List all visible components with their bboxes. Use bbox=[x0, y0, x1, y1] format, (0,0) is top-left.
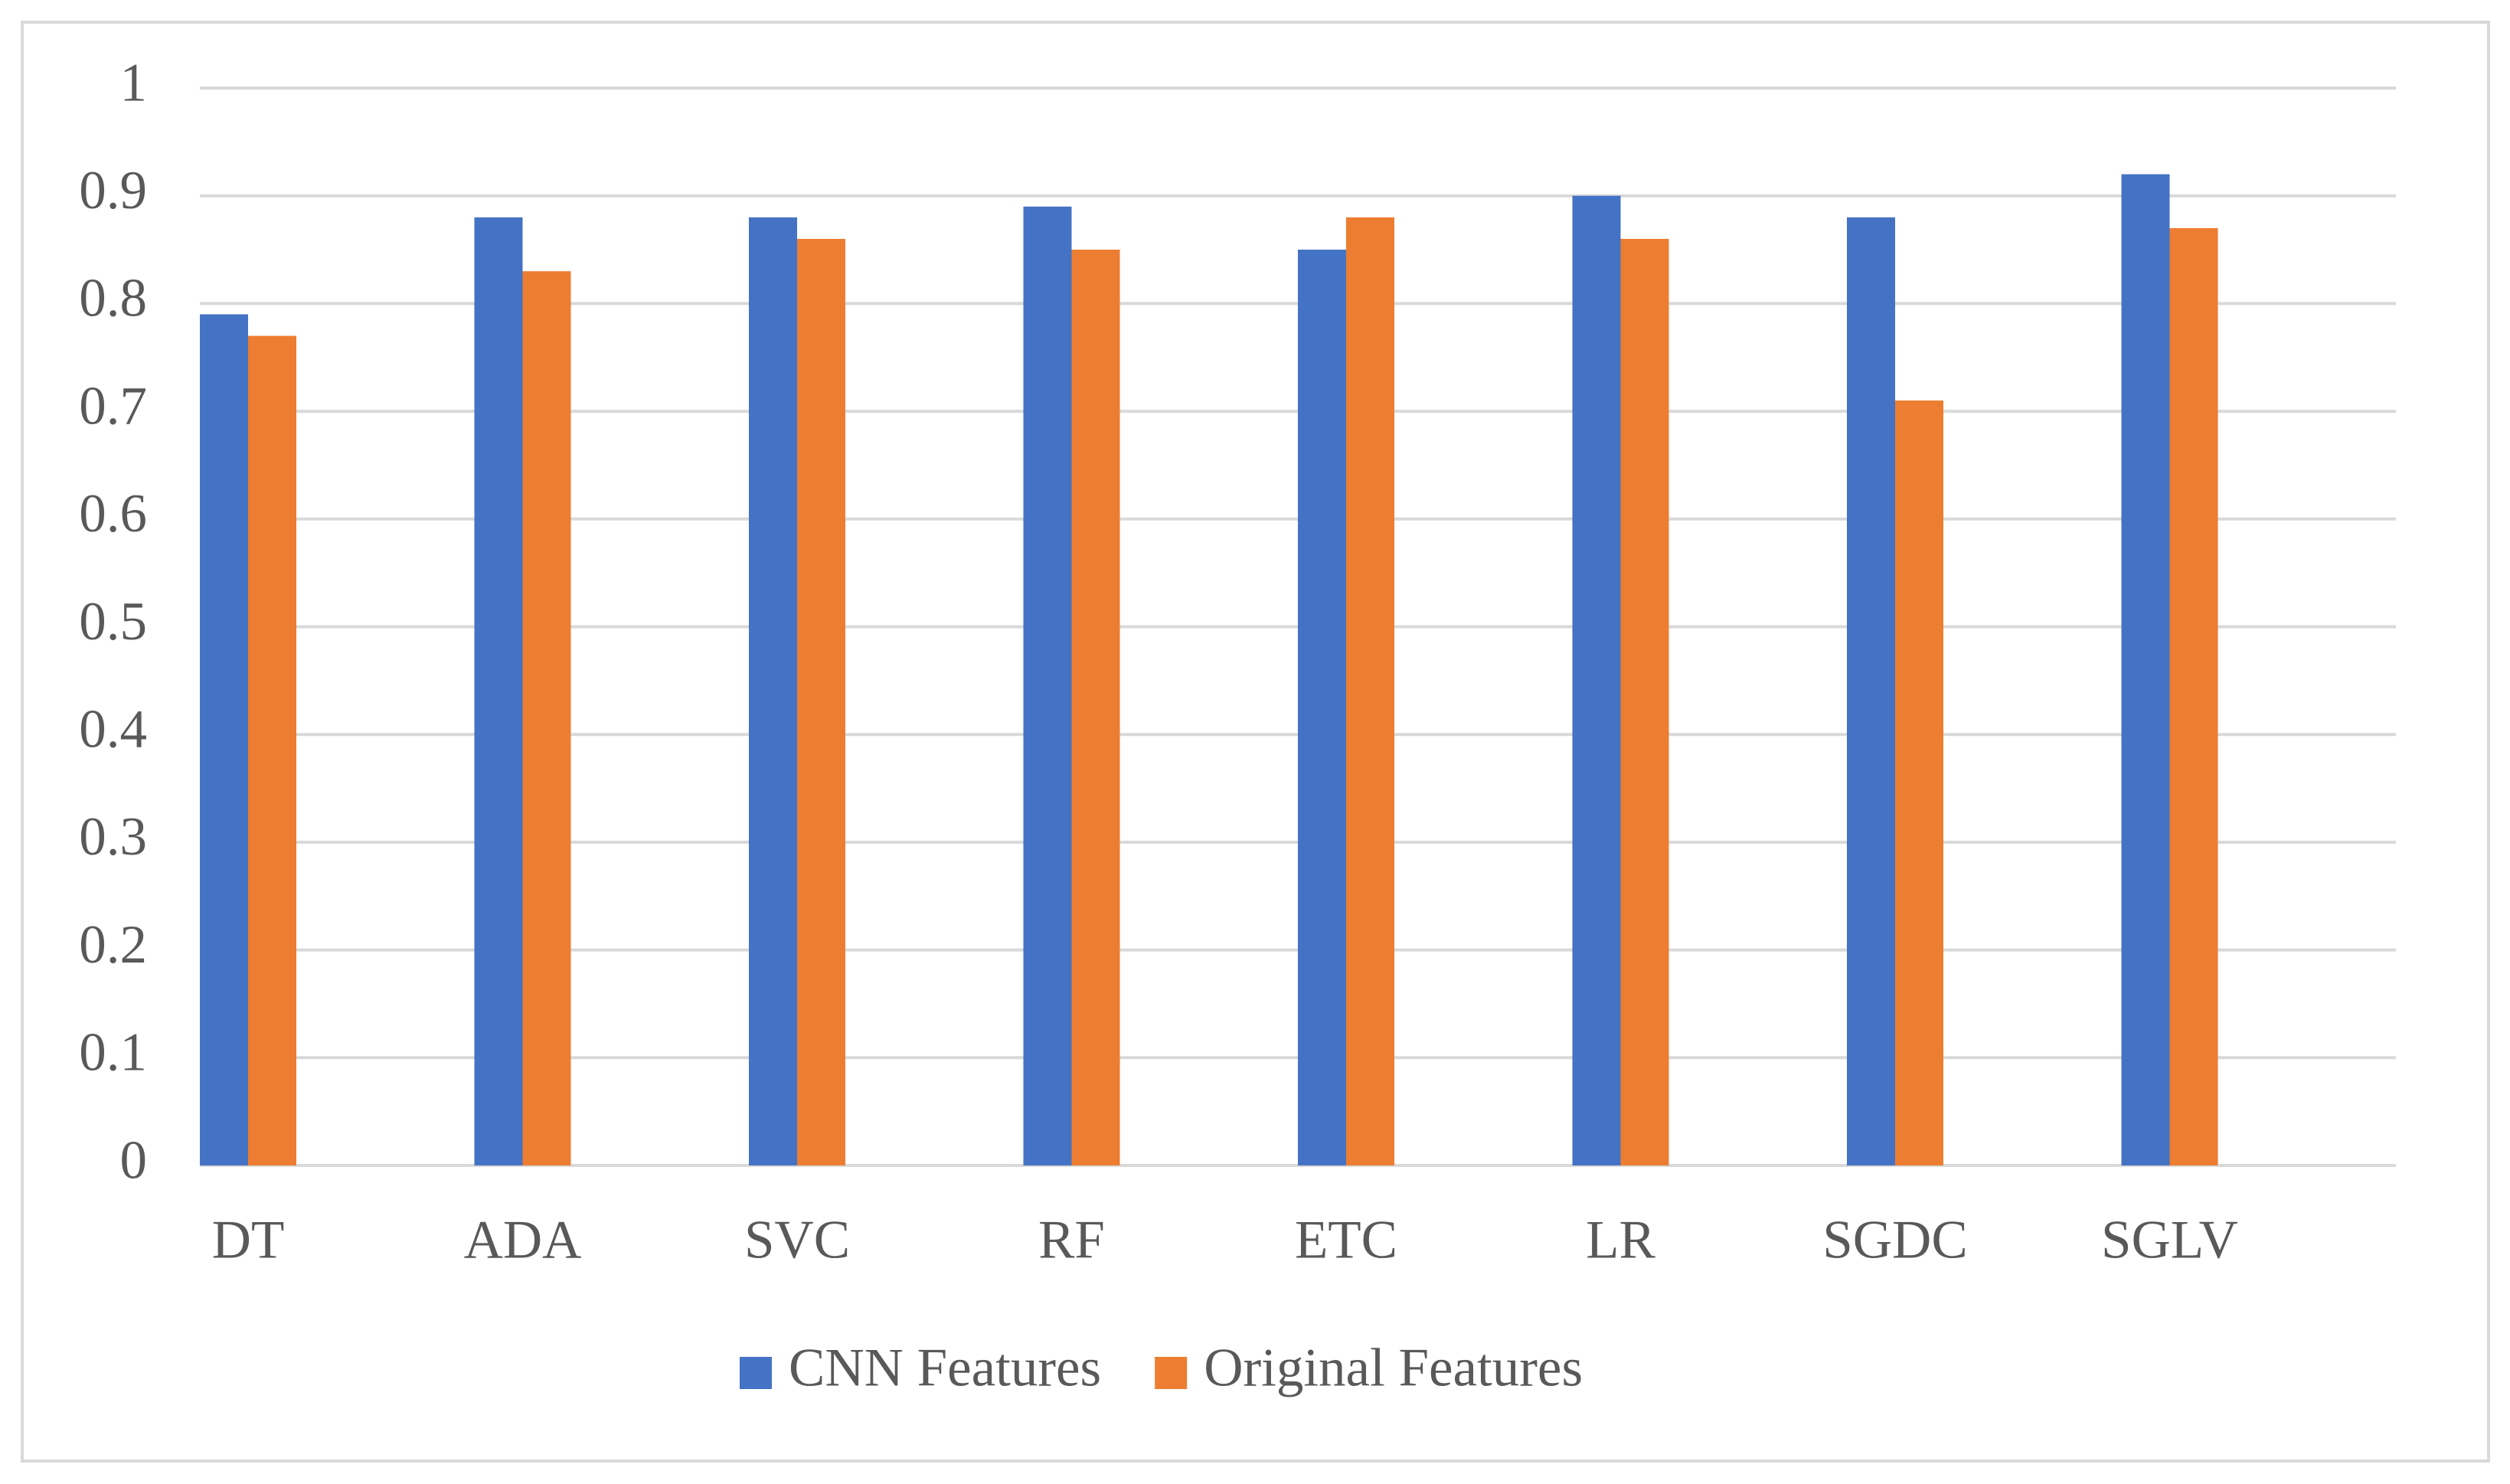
bar bbox=[797, 238, 845, 1166]
bar bbox=[1620, 238, 1669, 1166]
legend-swatch bbox=[740, 1357, 772, 1389]
y-tick-label: 0.4 bbox=[79, 699, 147, 759]
y-tick-label: 0.6 bbox=[79, 484, 147, 544]
bar bbox=[1572, 195, 1621, 1166]
x-tick-label: DT bbox=[212, 1210, 285, 1270]
bar bbox=[200, 314, 248, 1166]
bar bbox=[1298, 250, 1346, 1165]
y-tick-label: 0.3 bbox=[79, 807, 147, 867]
bar bbox=[1847, 217, 1895, 1166]
bar bbox=[1023, 206, 1072, 1165]
y-tick-label: 0.8 bbox=[79, 269, 147, 329]
x-tick-label: SVC bbox=[744, 1210, 850, 1270]
bar bbox=[1895, 400, 1943, 1165]
y-tick-label: 0.5 bbox=[79, 592, 147, 652]
y-tick-label: 0.1 bbox=[79, 1023, 147, 1083]
y-tick-label: 0.7 bbox=[79, 376, 147, 436]
bar bbox=[1071, 250, 1120, 1165]
legend-label: Original Features bbox=[1204, 1338, 1583, 1397]
bar bbox=[2121, 174, 2170, 1165]
y-tick-label: 0.9 bbox=[79, 161, 147, 221]
bar bbox=[248, 335, 296, 1165]
legend-swatch bbox=[1155, 1357, 1188, 1389]
x-tick-label: SGDC bbox=[1822, 1210, 1967, 1270]
x-tick-label: ADA bbox=[464, 1210, 582, 1270]
bar bbox=[749, 217, 797, 1166]
y-tick-label: 1 bbox=[120, 53, 148, 113]
y-tick-label: 0 bbox=[120, 1130, 148, 1190]
x-tick-label: ETC bbox=[1295, 1210, 1397, 1270]
bar bbox=[2169, 227, 2218, 1165]
legend-label: CNN Features bbox=[789, 1338, 1101, 1397]
x-tick-label: LR bbox=[1586, 1210, 1655, 1270]
x-tick-label: SGLV bbox=[2101, 1210, 2238, 1270]
y-tick-label: 0.2 bbox=[79, 915, 147, 975]
bar bbox=[1346, 217, 1394, 1166]
bar bbox=[474, 217, 523, 1166]
bar bbox=[522, 271, 571, 1166]
x-tick-label: RF bbox=[1038, 1210, 1105, 1270]
chart-frame bbox=[21, 21, 2490, 1463]
